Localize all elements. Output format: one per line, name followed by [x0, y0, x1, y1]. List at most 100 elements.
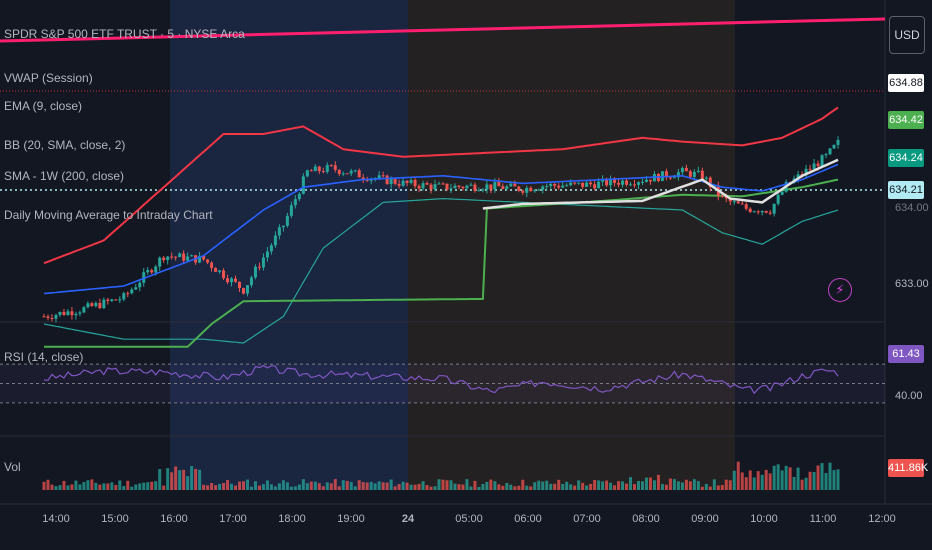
- session-bg-brown: [408, 0, 735, 490]
- volume-bar: [668, 478, 672, 490]
- candle-body: [333, 165, 337, 170]
- candle-body: [58, 311, 62, 315]
- volume-bar: [86, 480, 90, 490]
- legend-volume[interactable]: Vol: [4, 460, 21, 474]
- volume-bar: [613, 485, 617, 490]
- volume-bar: [537, 480, 541, 490]
- volume-bar: [58, 485, 62, 490]
- candle-body: [397, 183, 401, 186]
- time-label: 06:00: [514, 513, 542, 525]
- volume-bar: [357, 480, 361, 490]
- candle-body: [146, 270, 150, 273]
- volume-bar: [748, 470, 752, 490]
- volume-bar: [724, 479, 728, 490]
- candle-body: [265, 251, 269, 258]
- legend-daily-ma[interactable]: Daily Moving Average to Intraday Chart: [4, 208, 213, 222]
- volume-bar: [66, 485, 70, 490]
- volume-bar: [178, 470, 182, 490]
- candle-body: [696, 170, 700, 172]
- time-label: 15:00: [101, 513, 129, 525]
- candle-body: [158, 257, 162, 267]
- candle-body: [644, 179, 648, 182]
- candle-body: [545, 185, 549, 187]
- volume-bar: [210, 482, 214, 490]
- candle-body: [553, 183, 557, 186]
- volume-bar: [425, 484, 429, 490]
- volume-bar: [505, 482, 509, 490]
- time-label: 24: [402, 513, 415, 525]
- candle-body: [700, 170, 704, 179]
- price-tag-bb-basis: 634.24: [888, 149, 924, 167]
- candle-body: [154, 266, 158, 273]
- candle-body: [704, 177, 708, 179]
- candle-body: [214, 267, 218, 272]
- candle-body: [234, 278, 238, 282]
- volume-bar: [373, 483, 377, 490]
- candle-body: [469, 184, 473, 186]
- candle-body: [297, 193, 301, 200]
- volume-bar: [333, 479, 337, 490]
- volume-bar: [106, 483, 110, 490]
- candle-body: [126, 293, 130, 295]
- lightning-icon[interactable]: ⚡︎: [828, 278, 852, 302]
- candle-body: [425, 183, 429, 185]
- volume-bar: [54, 486, 58, 490]
- candle-body: [110, 299, 114, 302]
- volume-bar: [752, 477, 756, 490]
- symbol-legend[interactable]: SPDR S&P 500 ETF TRUST · 5 · NYSE Arca: [4, 27, 245, 41]
- rsi-band: [0, 364, 885, 403]
- candle-body: [688, 171, 692, 177]
- volume-bar: [293, 486, 297, 490]
- candle-body: [226, 278, 230, 283]
- volume-bar: [122, 486, 126, 490]
- legend-rsi[interactable]: RSI (14, close): [4, 350, 84, 364]
- candle-body: [377, 175, 381, 179]
- session-backgrounds: [170, 0, 735, 490]
- volume-bar: [469, 486, 473, 490]
- candle-body: [832, 144, 836, 149]
- candle-body: [130, 289, 134, 294]
- legend-bb[interactable]: BB (20, SMA, close, 2): [4, 138, 126, 152]
- volume-bar: [74, 480, 78, 490]
- volume-bar: [365, 482, 369, 490]
- candle-body: [54, 314, 58, 319]
- legend-vwap[interactable]: VWAP (Session): [4, 71, 93, 85]
- volume-bar: [561, 483, 565, 490]
- volume-bar: [836, 469, 840, 490]
- candle-body: [517, 186, 521, 191]
- volume-bar: [90, 479, 94, 490]
- volume-bar: [138, 483, 142, 490]
- volume-bar: [238, 481, 242, 490]
- currency-button[interactable]: USD: [889, 16, 925, 54]
- candle-body: [816, 163, 820, 167]
- candle-body: [305, 170, 309, 177]
- candle-body: [629, 184, 633, 186]
- volume-bar: [812, 472, 816, 490]
- candle-body: [621, 180, 625, 185]
- volume-bar: [461, 484, 465, 490]
- candle-body: [808, 168, 812, 170]
- volume-bar: [756, 471, 760, 490]
- volume-bar: [317, 483, 321, 490]
- candle-body: [150, 270, 154, 273]
- volume-bar: [429, 486, 433, 490]
- candle-body: [249, 277, 253, 286]
- volume-bar: [529, 486, 533, 490]
- legend-sma-weekly[interactable]: SMA - 1W (200, close): [4, 169, 125, 183]
- volume-bar: [680, 482, 684, 490]
- candle-body: [648, 179, 652, 182]
- volume-bar: [158, 468, 162, 490]
- volume-bar: [824, 473, 828, 490]
- volume-bar: [509, 484, 513, 490]
- candle-body: [637, 182, 641, 185]
- legend-ema[interactable]: EMA (9, close): [4, 99, 83, 113]
- candle-body: [313, 166, 317, 172]
- volume-bar: [98, 484, 102, 490]
- volume-bar: [146, 482, 150, 490]
- volume-bar: [218, 483, 222, 490]
- candle-body: [190, 255, 194, 257]
- candle-body: [325, 165, 329, 172]
- volume-bar: [569, 484, 573, 490]
- volume-bar: [601, 481, 605, 490]
